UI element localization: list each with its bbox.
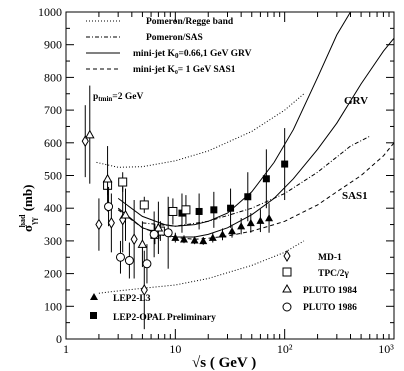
legend-marker-square-filled	[90, 312, 97, 319]
marker-square-open	[118, 177, 128, 187]
marker-triangle-filled	[246, 218, 255, 227]
marker-diamond-open	[95, 218, 103, 231]
legend-label-l3: LEP2-L3	[113, 294, 151, 304]
curve-label-sas1: SAS1	[342, 190, 368, 202]
theory-curve-solid	[117, 11, 351, 227]
series-lep2-opal-preliminary	[178, 128, 289, 233]
marker-triangle-filled	[199, 236, 208, 245]
series-lep2-l3	[171, 203, 274, 245]
legend-marker-square-open	[282, 267, 292, 277]
marker-triangle-open	[137, 239, 148, 248]
x-tick-label: 1	[63, 342, 69, 356]
marker-square-filled	[244, 193, 252, 201]
legend-marker-diamond-open	[283, 250, 291, 262]
marker-triangle-filled	[208, 233, 217, 241]
y-tick-label: 900	[44, 38, 62, 52]
data-points	[81, 85, 289, 330]
legend-label-pluto86: PLUTO 1986	[303, 303, 357, 313]
marker-square-open	[181, 205, 191, 215]
marker-triangle-filled	[179, 235, 188, 243]
x-tick-label: 10³	[378, 342, 394, 356]
legend-marker-circle-open	[282, 302, 292, 312]
theory-curve-dotted	[98, 240, 305, 294]
marker-diamond-open	[140, 283, 148, 296]
y-axis-title: σγγhad (mb)	[18, 185, 38, 232]
marker-triangle-open	[102, 173, 113, 183]
y-tick-label: 100	[44, 299, 62, 313]
marker-square-filled	[227, 204, 235, 212]
axis-ticks: 0 100 200 300 400 500 600 700 800 900 1000 1 10 10² 10…	[38, 5, 395, 356]
y-tick-label: 200	[44, 267, 62, 281]
legend-label-opal: LEP2-OPAL Preliminary	[113, 313, 216, 323]
marker-circle-open	[124, 256, 134, 266]
marker-triangle-filled	[190, 236, 199, 244]
marker-square-open	[168, 206, 178, 216]
y-tick-label: 400	[44, 201, 62, 215]
marker-square-filled	[210, 206, 218, 214]
curve-label-grv: GRV	[344, 95, 368, 107]
series-pluto-1984	[84, 85, 164, 268]
marker-circle-open	[115, 252, 125, 262]
legend-label-pomeron-regge: Pomeron/Regge band	[146, 17, 234, 27]
series-pluto-1986	[104, 186, 173, 284]
legend-label-minijet-sas1: mini-jet K₀= 1 GeV SAS1	[133, 65, 236, 75]
marker-square-open	[139, 200, 149, 210]
legend-marker-triangle-open	[282, 283, 292, 293]
marker-triangle-filled	[218, 230, 227, 238]
marker-triangle-filled	[171, 233, 180, 241]
theory-curve-dashdot	[142, 135, 370, 227]
marker-triangle-filled	[237, 222, 246, 230]
legend-label-minijet-grv: mini-jet K0=0.66,1 GeV GRV	[133, 49, 252, 60]
marker-triangle-filled	[228, 227, 237, 235]
legend-label-pomeron-sas: Pomeron/SAS	[146, 33, 203, 43]
y-tick-label: 1000	[38, 5, 62, 19]
marker-triangle-filled	[256, 216, 265, 224]
marker-circle-open	[163, 228, 173, 238]
legend-label-tpc: TPC/2γ	[318, 269, 349, 279]
marker-legend-right: MD-1 TPC/2γ PLUTO 1984 PLUTO 1986	[282, 250, 357, 313]
marker-circle-open	[149, 229, 159, 239]
legend-label-pluto84: PLUTO 1984	[303, 286, 357, 296]
marker-square-filled	[281, 160, 289, 168]
theory-curve-dotted	[96, 93, 305, 168]
x-tick-label: 10²	[277, 342, 293, 356]
legend-marker-triangle-filled	[90, 293, 98, 300]
marker-square-filled	[195, 207, 203, 215]
marker-diamond-open	[81, 135, 89, 148]
y-tick-label: 600	[44, 136, 62, 150]
legend-label-md1: MD-1	[318, 253, 342, 263]
marker-diamond-open	[130, 233, 138, 246]
y-tick-label: 0	[56, 332, 62, 346]
x-axis-title: √s ( GeV )	[192, 355, 256, 371]
marker-square-filled	[262, 175, 270, 183]
y-tick-label: 700	[44, 103, 62, 117]
marker-diamond-open	[107, 216, 115, 229]
marker-circle-open	[142, 259, 152, 269]
line-legend: Pomeron/Regge band Pomeron/SAS mini-jet …	[86, 17, 252, 75]
marker-circle-open	[104, 202, 114, 212]
y-tick-label: 300	[44, 234, 62, 248]
series-tpc-2-	[103, 172, 191, 245]
marker-triangle-filled	[265, 214, 274, 222]
marker-legend-left: LEP2-L3 LEP2-OPAL Preliminary	[90, 293, 216, 323]
x-tick-label: 10	[169, 342, 181, 356]
y-tick-label: 800	[44, 70, 62, 84]
marker-triangle-open	[84, 129, 95, 139]
marker-triangle-open	[153, 222, 164, 232]
y-tick-label: 500	[44, 169, 62, 183]
marker-triangle-open	[120, 209, 131, 219]
ptmin-annotation: ptmin=2 GeV	[93, 92, 143, 103]
